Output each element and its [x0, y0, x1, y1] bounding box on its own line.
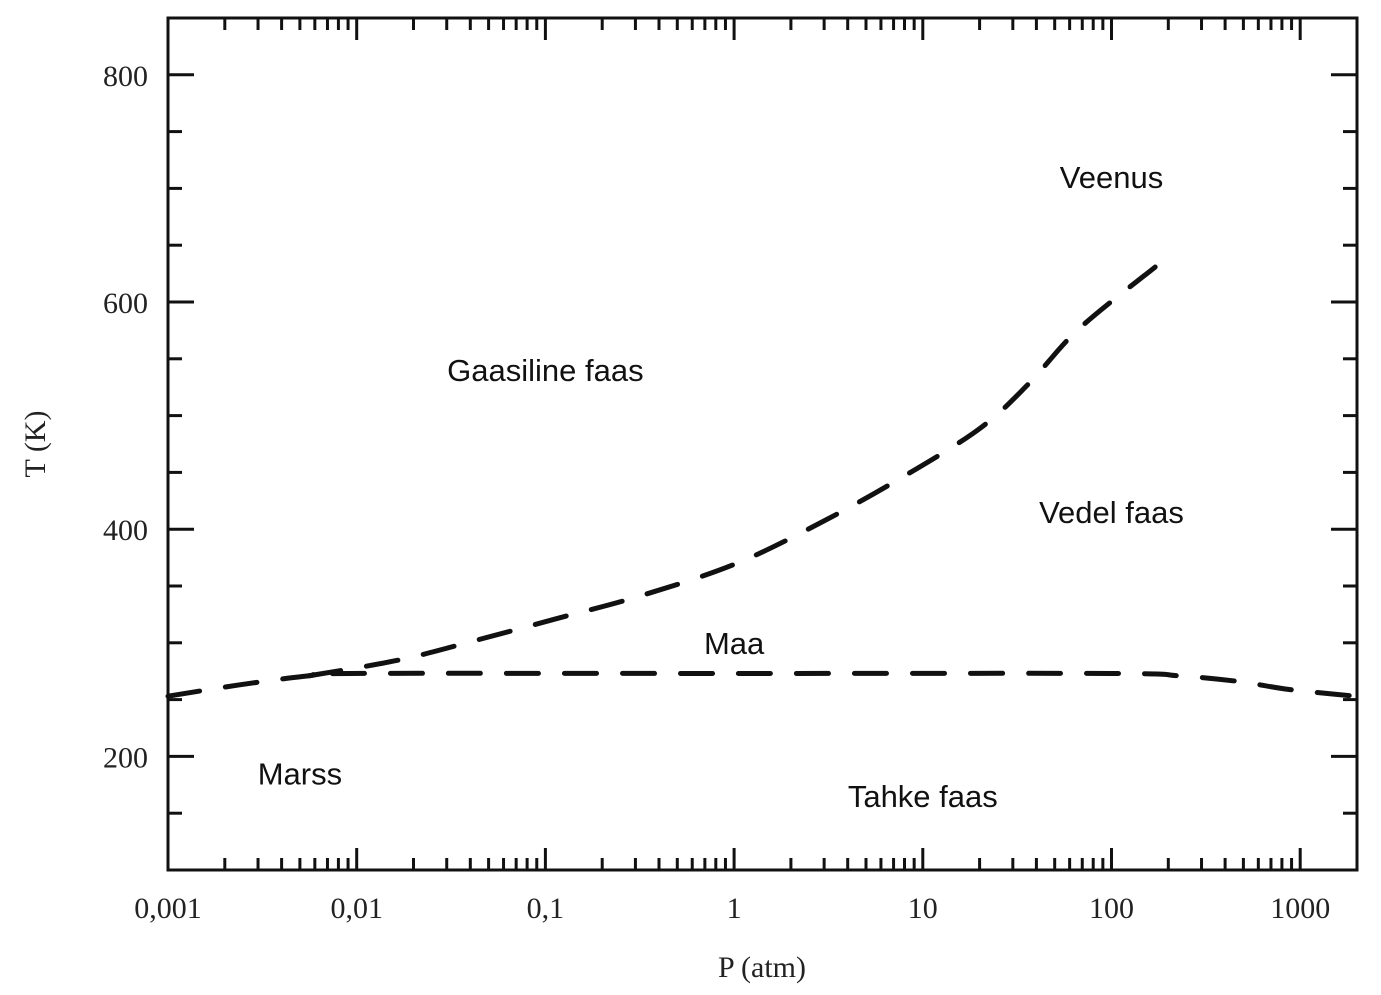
y-tick-label: 200: [103, 741, 148, 774]
x-tick-label: 0,1: [527, 892, 565, 925]
y-axis-label: T (K): [19, 411, 52, 478]
melting-curve-line: [165, 670, 1358, 699]
x-axis-label: P (atm): [718, 951, 806, 984]
region-label: Tahke faas: [848, 779, 998, 814]
annotations: Veenus Gaasiline faas Vedel faas Maa Marss Ta…: [258, 160, 1184, 814]
region-label: Maa: [704, 626, 765, 661]
region-label: Gaasiline faas: [447, 353, 643, 388]
boiling-curve-line: [306, 264, 1158, 679]
x-tick-label: 1000: [1270, 892, 1330, 925]
x-tick-label: 0,01: [330, 892, 383, 925]
y-tick-label: 800: [103, 60, 148, 93]
x-tick-label: 10: [908, 892, 938, 925]
tick-labels: 0,001 0,01 0,1 1 10 100 1000 200 400 600 800: [103, 60, 1330, 925]
region-label: Veenus: [1060, 160, 1163, 195]
x-tick-label: 1: [727, 892, 742, 925]
region-label: Marss: [258, 756, 342, 791]
plot-frame: [166, 16, 1359, 872]
series-group: [165, 264, 1358, 699]
x-tick-label: 100: [1089, 892, 1134, 925]
x-tick-label: 0,001: [134, 892, 202, 925]
y-tick-label: 400: [103, 514, 148, 547]
axis-ticks: [166, 16, 1359, 872]
y-tick-label: 600: [103, 287, 148, 320]
region-label: Vedel faas: [1039, 495, 1184, 530]
